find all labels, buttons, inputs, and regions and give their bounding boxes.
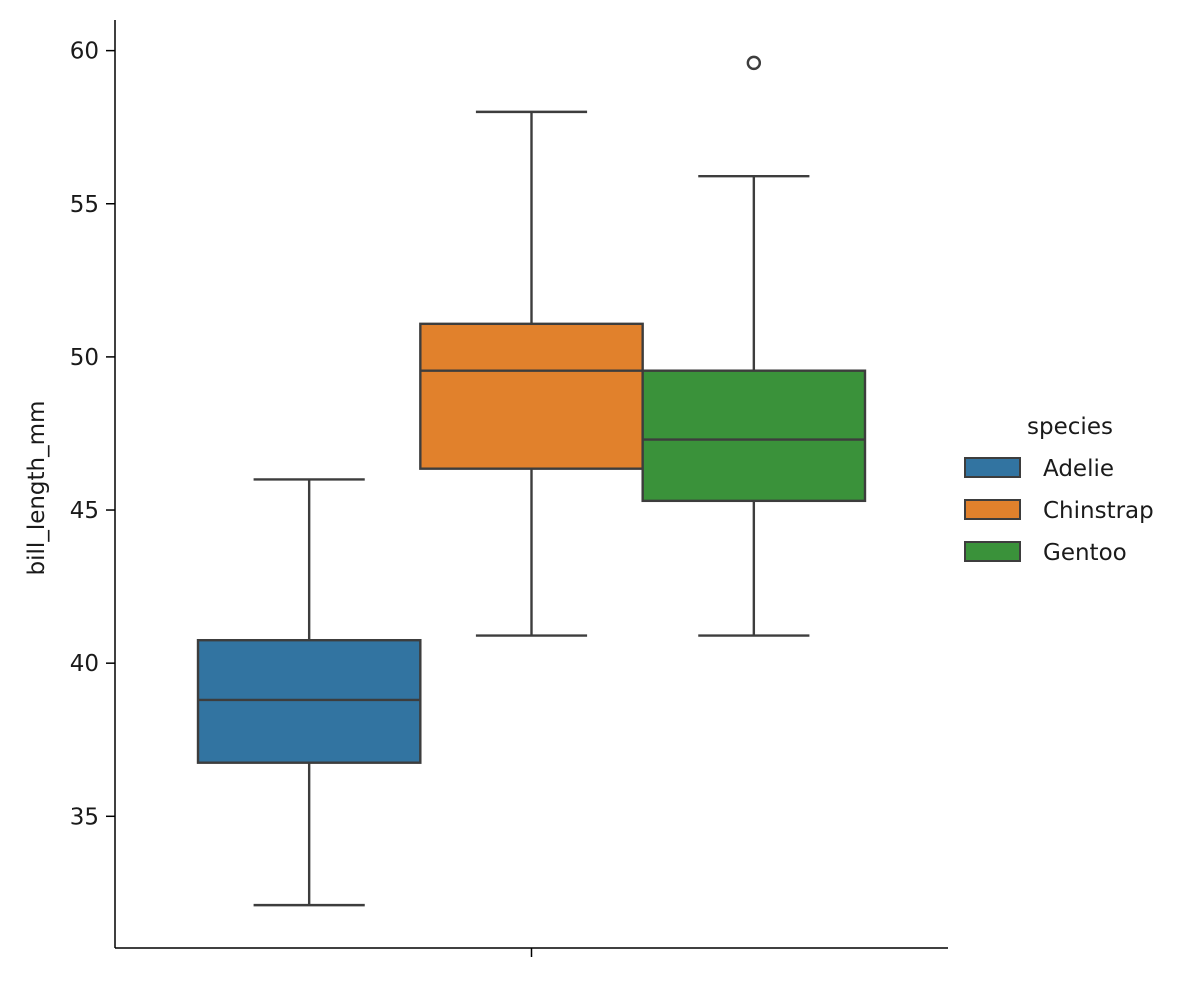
outlier-point: [746, 55, 762, 71]
y-tick-label: 55: [70, 192, 99, 218]
y-tick-label: 35: [70, 804, 99, 830]
axes-group: 35 40 45 50 55 60: [70, 20, 948, 957]
box-chinstrap: [419, 322, 644, 470]
legend-title: species: [1027, 414, 1113, 440]
legend-label-gentoo: Gentoo: [1043, 540, 1127, 566]
box-adelie: [196, 638, 422, 764]
legend-label-adelie: Adelie: [1043, 456, 1114, 482]
y-tick-label: 40: [70, 651, 99, 677]
legend: species Adelie Chinstrap Gentoo: [964, 414, 1154, 566]
y-tick-label: 45: [70, 498, 99, 524]
y-tick-label: 50: [70, 345, 99, 371]
box-gentoo: [641, 369, 867, 503]
y-tick-label: 60: [70, 39, 99, 65]
legend-swatch-gentoo: [964, 541, 1021, 562]
legend-swatch-adelie: [964, 457, 1021, 478]
boxes-group: [196, 55, 867, 907]
y-axis-title: bill_length_mm: [24, 401, 50, 576]
legend-label-chinstrap: Chinstrap: [1043, 498, 1154, 524]
legend-swatch-chinstrap: [964, 499, 1021, 520]
